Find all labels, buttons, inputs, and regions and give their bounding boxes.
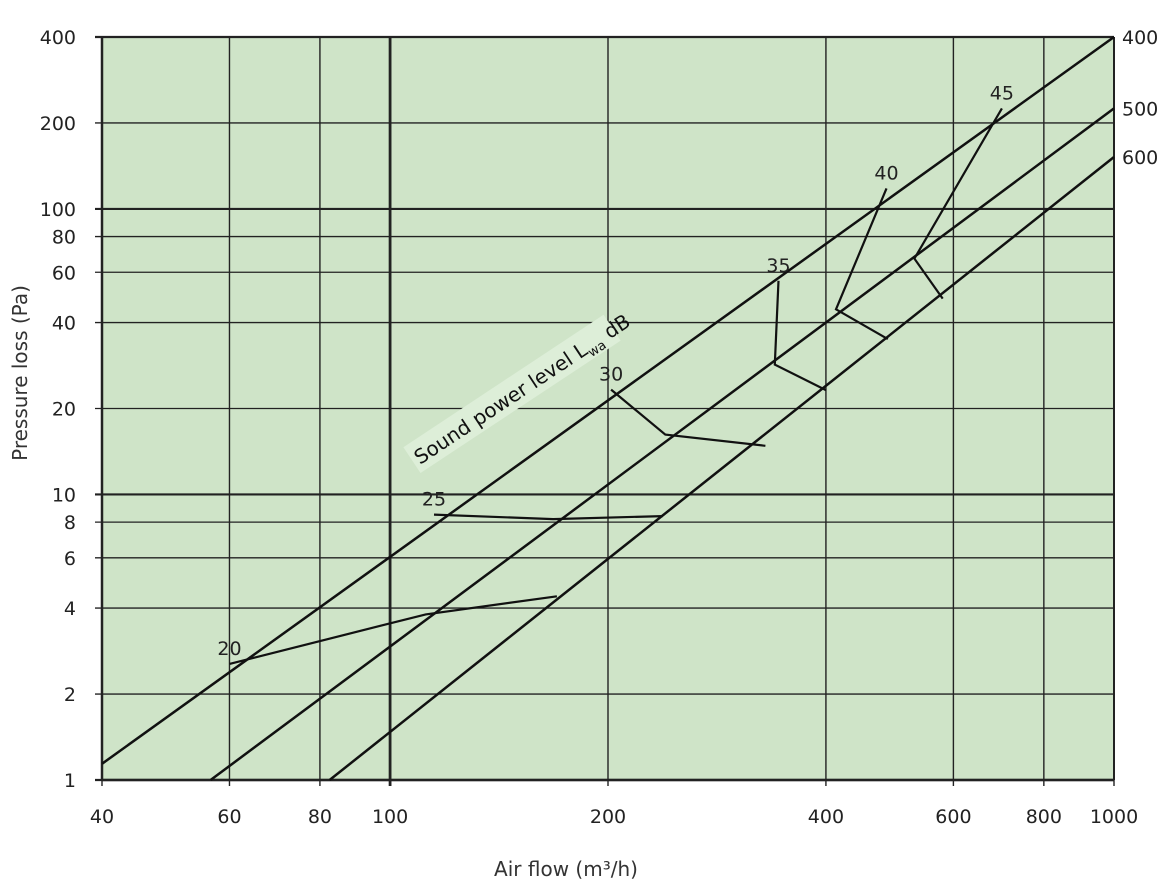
y-tick-label-20: 20 — [52, 399, 76, 421]
y-tick-label-400: 400 — [40, 27, 76, 49]
x-tick-label-80: 80 — [308, 806, 332, 828]
series-line-600 — [328, 156, 1115, 781]
sound-curve-label-45: 45 — [990, 82, 1014, 104]
sound-curve-label-30: 30 — [599, 364, 623, 386]
series-label-500: 500 — [1122, 98, 1158, 120]
series-line-500 — [209, 107, 1115, 782]
y-tick-label-1: 1 — [64, 770, 76, 792]
sound-curve-20 — [229, 595, 558, 665]
y-axis-ticks: 1 2 4 6 8 10 20 40 60 80 100 200 400 — [40, 27, 76, 792]
series-label-600: 600 — [1122, 147, 1158, 169]
x-axis-ticks: 40 60 80 100 200 400 600 800 1000 — [90, 806, 1138, 828]
y-tick-label-4: 4 — [64, 598, 76, 620]
x-tick-label-200: 200 — [590, 806, 626, 828]
data-labels: 400 500 600 20 25 30 35 40 45 — [217, 27, 1158, 660]
x-tick-label-400: 400 — [808, 806, 844, 828]
sound-curve-40 — [834, 187, 889, 341]
y-tick-label-2: 2 — [64, 684, 76, 706]
sound-curve-label-35: 35 — [766, 255, 790, 277]
y-tick-label-80: 80 — [52, 227, 76, 249]
series-lines — [101, 35, 1115, 782]
y-tick-label-40: 40 — [52, 313, 76, 335]
y-tick-label-10: 10 — [52, 484, 76, 506]
series-label-400: 400 — [1122, 27, 1158, 49]
x-tick-label-60: 60 — [217, 806, 241, 828]
y-tick-label-60: 60 — [52, 262, 76, 284]
annotation-background — [403, 314, 621, 474]
x-tick-label-100: 100 — [372, 806, 408, 828]
sound-curve-45 — [913, 107, 1003, 300]
sound-curve-30 — [610, 388, 766, 447]
sound-curve-25 — [433, 513, 663, 521]
x-axis-label: Air flow (m³/h) — [494, 857, 638, 881]
y-tick-label-6: 6 — [64, 548, 76, 570]
sound-curve-label-40: 40 — [874, 162, 898, 184]
sound-curve-label-25: 25 — [422, 489, 446, 511]
y-tick-label-100: 100 — [40, 199, 76, 221]
sound-level-curves — [229, 107, 1003, 665]
y-axis-label: Pressure loss (Pa) — [8, 285, 32, 461]
x-tick-label-800: 800 — [1026, 806, 1062, 828]
series-line-400 — [101, 35, 1115, 765]
sound-curve-label-20: 20 — [217, 638, 241, 660]
x-tick-label-40: 40 — [90, 806, 114, 828]
x-tick-label-600: 600 — [935, 806, 971, 828]
y-tick-label-200: 200 — [40, 113, 76, 135]
sound-curve-35 — [773, 280, 827, 392]
y-tick-label-8: 8 — [64, 512, 76, 534]
x-tick-label-1000: 1000 — [1090, 806, 1138, 828]
